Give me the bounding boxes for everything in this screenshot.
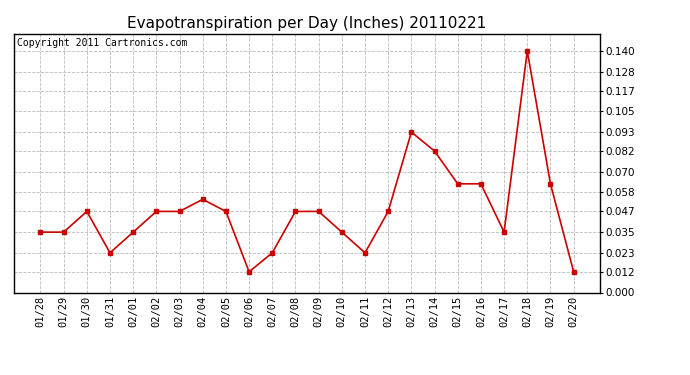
Title: Evapotranspiration per Day (Inches) 20110221: Evapotranspiration per Day (Inches) 2011… [128, 16, 486, 31]
Text: Copyright 2011 Cartronics.com: Copyright 2011 Cartronics.com [17, 38, 187, 48]
